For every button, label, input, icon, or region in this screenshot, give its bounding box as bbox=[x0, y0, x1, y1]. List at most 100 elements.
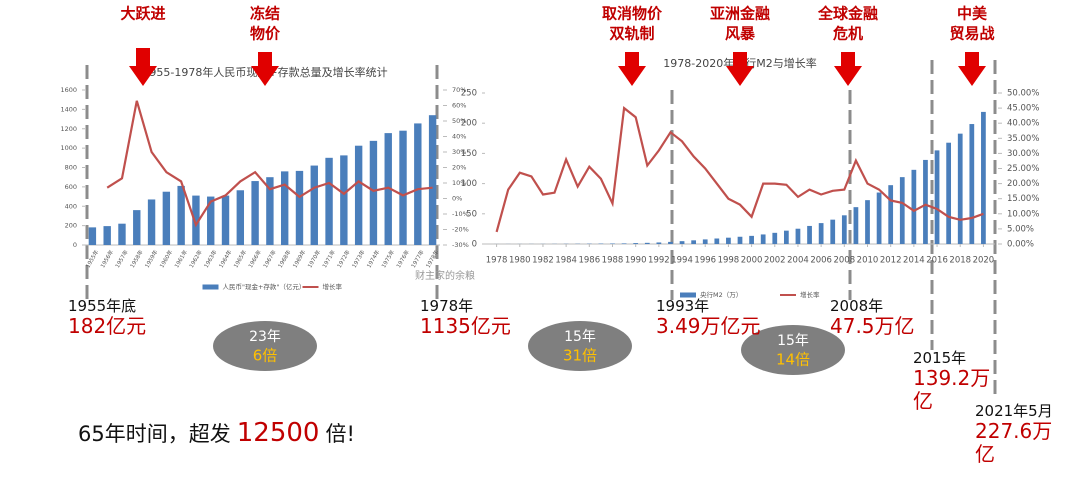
y-tick-label: 200 bbox=[461, 119, 477, 129]
x-tick-label: 2000 bbox=[741, 256, 763, 266]
oval-span: 23年 bbox=[249, 329, 281, 345]
note: 1955年底 182亿元 bbox=[68, 297, 188, 339]
note-amount: 182亿元 bbox=[68, 314, 147, 339]
x-tick-label: 1969年 bbox=[291, 248, 308, 269]
x-tick-label: 1966年 bbox=[246, 248, 263, 269]
note-date: 2021年5月 bbox=[975, 402, 1053, 420]
y2-tick-label: 10.00% bbox=[1007, 209, 1039, 219]
x-tick-label: 1958年 bbox=[128, 248, 145, 269]
x-tick-label: 1978 bbox=[486, 256, 508, 266]
note-date: 1993年 bbox=[656, 297, 710, 315]
legend-label: 央行M2（万） bbox=[700, 290, 742, 299]
bar bbox=[888, 185, 894, 244]
bar bbox=[384, 133, 392, 245]
y2-tick-label: 10% bbox=[452, 179, 466, 187]
y2-tick-label: 20.00% bbox=[1007, 179, 1039, 189]
legend-label: 人民币"现金+存款"（亿元） bbox=[223, 282, 306, 291]
bar bbox=[899, 177, 905, 244]
bar bbox=[783, 230, 789, 244]
bar bbox=[818, 223, 824, 244]
bar bbox=[295, 170, 304, 245]
bar bbox=[668, 241, 673, 244]
bar bbox=[118, 223, 126, 245]
callout-text: 全球金融 bbox=[817, 5, 878, 23]
bar bbox=[760, 234, 766, 244]
y-tick-label: 0 bbox=[472, 240, 477, 250]
x-tick-label: 1959年 bbox=[143, 248, 160, 269]
y2-tick-label: 30% bbox=[452, 148, 466, 156]
bar bbox=[923, 159, 928, 244]
y-tick-label: 50 bbox=[466, 209, 477, 219]
summary: 65年时间，超发 12500 倍! bbox=[78, 418, 355, 448]
bar bbox=[957, 133, 963, 244]
x-tick-label: 1967年 bbox=[261, 248, 278, 269]
bar bbox=[702, 239, 708, 244]
bar bbox=[236, 190, 245, 245]
bar bbox=[177, 185, 185, 245]
callout-text: 贸易战 bbox=[949, 25, 994, 43]
x-tick-label: 1988 bbox=[602, 256, 624, 266]
x-tick-label: 1994 bbox=[671, 256, 693, 266]
bar bbox=[340, 155, 348, 245]
period-oval bbox=[741, 325, 845, 375]
callout-text: 物价 bbox=[250, 25, 281, 43]
callout-text: 危机 bbox=[833, 25, 863, 43]
bar bbox=[981, 111, 986, 244]
x-tick-label: 1961年 bbox=[172, 248, 189, 269]
x-tick-label: 2006 bbox=[810, 256, 832, 266]
bar bbox=[399, 130, 407, 245]
x-tick-label: 1986 bbox=[578, 256, 600, 266]
note-amount: 139.2万亿 bbox=[913, 366, 991, 414]
bar bbox=[251, 181, 259, 245]
bar bbox=[266, 177, 274, 245]
x-tick-label: 1962年 bbox=[187, 248, 204, 269]
summary-number: 12500 bbox=[236, 418, 320, 448]
y2-tick-label: -30% bbox=[452, 241, 469, 249]
bar bbox=[865, 200, 870, 244]
y2-tick-label: 0.00% bbox=[1007, 240, 1034, 250]
bar bbox=[147, 199, 156, 245]
x-tick-label: 2004 bbox=[787, 256, 809, 266]
x-tick-label: 1992 bbox=[648, 256, 670, 266]
y-tick-label: 1200 bbox=[60, 125, 77, 133]
x-tick-label: 2012 bbox=[880, 256, 902, 266]
callout-text: 双轨制 bbox=[609, 25, 654, 43]
bar bbox=[830, 219, 836, 244]
bar bbox=[679, 241, 685, 244]
y2-tick-label: -10% bbox=[452, 210, 469, 218]
x-tick-label: 1973年 bbox=[350, 248, 367, 269]
bar bbox=[714, 238, 720, 244]
note: 1978年 1135亿元 bbox=[420, 297, 540, 338]
bar bbox=[192, 195, 200, 245]
callout-arrow bbox=[834, 52, 862, 86]
x-tick-label: 2016 bbox=[926, 256, 948, 266]
period-oval bbox=[213, 321, 317, 371]
bar bbox=[162, 191, 171, 245]
x-tick-label: 1970年 bbox=[305, 248, 322, 269]
legend-label: 增长率 bbox=[323, 282, 343, 291]
bar bbox=[221, 195, 230, 245]
x-tick-label: 2014 bbox=[903, 256, 925, 266]
bar bbox=[369, 140, 378, 245]
bar bbox=[280, 171, 289, 245]
period-dividers bbox=[85, 60, 997, 400]
watermark: 财主家的余粮 bbox=[415, 269, 475, 282]
y2-tick-label: 30.00% bbox=[1007, 149, 1039, 159]
x-tick-label: 1964年 bbox=[217, 248, 234, 269]
x-tick-label: 2020 bbox=[973, 256, 995, 266]
note: 2008年 47.5万亿 bbox=[830, 297, 950, 338]
y2-tick-label: 70% bbox=[452, 86, 466, 94]
y-tick-label: 100 bbox=[461, 179, 477, 189]
y-tick-label: 200 bbox=[65, 222, 77, 230]
x-tick-label: 1965年 bbox=[232, 248, 249, 269]
bar bbox=[310, 165, 318, 245]
bar bbox=[656, 242, 662, 244]
legend-label: 增长率 bbox=[800, 290, 820, 299]
x-tick-label: 1971年 bbox=[320, 248, 337, 269]
x-tick-label: 1984 bbox=[555, 256, 577, 266]
x-tick-label: 2010 bbox=[857, 256, 879, 266]
bar bbox=[841, 215, 847, 244]
note: 1993年 3.49万亿元 bbox=[656, 297, 776, 338]
